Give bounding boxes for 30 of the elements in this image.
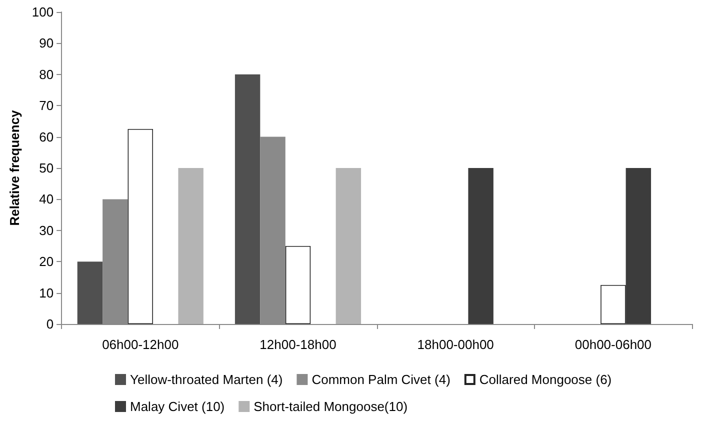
y-tick-label: 50 xyxy=(39,160,54,176)
bar xyxy=(600,285,626,324)
legend-label: Short-tailed Mongoose(10) xyxy=(254,399,408,414)
legend-label: Yellow-throated Marten (4) xyxy=(130,372,283,387)
y-axis-title: Relative frequency xyxy=(7,109,22,226)
legend-label: Malay Civet (10) xyxy=(130,399,225,414)
y-tick-label: 100 xyxy=(32,4,54,20)
x-tick-label: 00h00-06h00 xyxy=(574,337,652,352)
legend-label: Collared Mongoose (6) xyxy=(479,372,612,387)
bar xyxy=(468,168,494,324)
bar xyxy=(128,129,153,324)
y-tick-label: 40 xyxy=(39,192,54,207)
bar xyxy=(178,168,204,324)
bar xyxy=(234,74,260,324)
y-tick-label: 80 xyxy=(39,66,54,82)
y-tick-label: 90 xyxy=(39,36,54,51)
y-tick-label: 10 xyxy=(39,285,54,300)
legend-label: Common Palm Civet (4) xyxy=(312,372,450,387)
bar xyxy=(336,168,362,324)
bar xyxy=(285,246,311,324)
bar xyxy=(626,168,652,324)
x-tick-label: 06h00-12h00 xyxy=(102,337,179,352)
x-tick-label: 12h00-18h00 xyxy=(260,337,336,352)
y-tick-label: 20 xyxy=(39,254,54,270)
bar xyxy=(77,262,103,324)
y-tick-label: 60 xyxy=(39,129,54,144)
y-tick-label: 0 xyxy=(46,316,54,332)
x-tick-label: 18h00-00h00 xyxy=(417,337,494,352)
y-tick-label: 30 xyxy=(39,222,54,238)
y-tick-label: 70 xyxy=(39,98,54,114)
